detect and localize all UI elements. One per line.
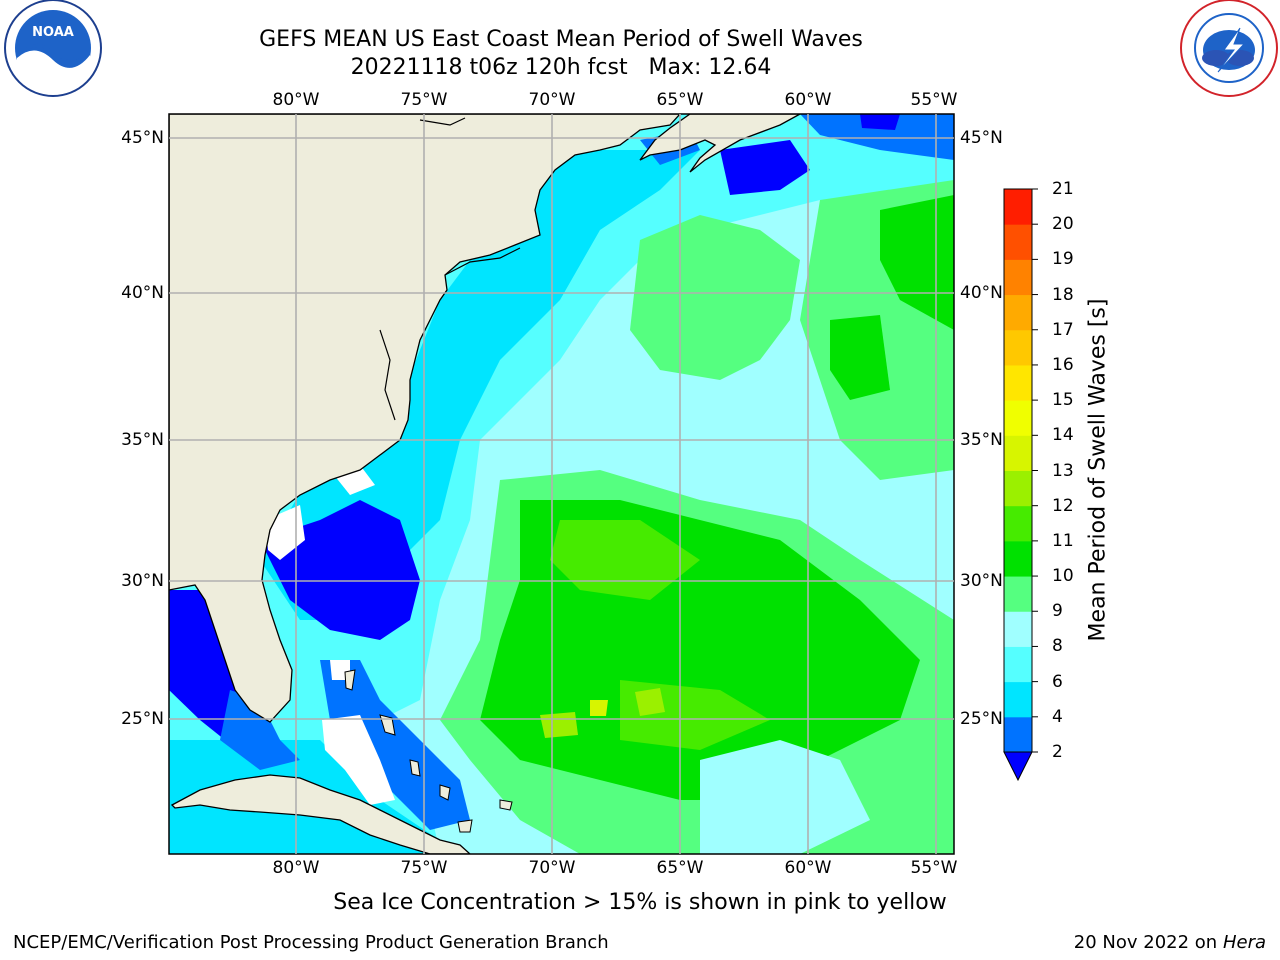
colorbar bbox=[1003, 188, 1038, 782]
colorbar-tick-label: 2 bbox=[1052, 742, 1063, 762]
footer-machine: Hera bbox=[1222, 932, 1266, 953]
lat-label-right-25n: 25°N bbox=[960, 709, 1003, 729]
lon-label-bottom-75w: 75°W bbox=[400, 858, 448, 878]
lon-label-top-65w: 65°W bbox=[656, 90, 704, 110]
colorbar-segment bbox=[1004, 294, 1032, 331]
lat-label-left-45n: 45°N bbox=[121, 128, 164, 148]
nws-logo bbox=[1180, 0, 1278, 97]
colorbar-extend-min bbox=[1003, 751, 1033, 782]
colorbar-tick-label: 9 bbox=[1052, 601, 1063, 622]
colorbar-tick-label: 15 bbox=[1052, 390, 1074, 411]
lat-label-right-40n: 40°N bbox=[960, 283, 1003, 303]
lon-label-bottom-80w: 80°W bbox=[272, 858, 320, 878]
colorbar-tick-label: 8 bbox=[1052, 636, 1063, 657]
colorbar-segment bbox=[1004, 611, 1032, 647]
colorbar-tick-label: 17 bbox=[1052, 319, 1074, 340]
colorbar-tick-label: 16 bbox=[1052, 354, 1074, 375]
lon-label-bottom-60w: 60°W bbox=[784, 858, 832, 878]
colorbar-tick-label: 21 bbox=[1052, 179, 1074, 199]
lon-label-top-60w: 60°W bbox=[784, 90, 832, 110]
colorbar-segment bbox=[1004, 540, 1032, 577]
colorbar-segment bbox=[1004, 189, 1032, 225]
colorbar-tick-label: 4 bbox=[1052, 706, 1063, 727]
lat-label-right-35n: 35°N bbox=[960, 430, 1003, 450]
footer-credit: NCEP/EMC/Verification Post Processing Pr… bbox=[13, 932, 609, 953]
title-line1: GEFS MEAN US East Coast Mean Period of S… bbox=[259, 27, 863, 52]
colorbar-tick-label: 14 bbox=[1052, 425, 1074, 446]
colorbar-tick-label: 19 bbox=[1052, 249, 1074, 270]
colorbar-segment bbox=[1004, 400, 1032, 436]
colorbar-segment bbox=[1004, 435, 1032, 471]
colorbar-segment bbox=[1004, 259, 1032, 296]
noaa-logo: NOAA bbox=[4, 0, 102, 97]
lon-label-bottom-55w: 55°W bbox=[910, 858, 958, 878]
lat-label-right-30n: 30°N bbox=[960, 571, 1003, 591]
map-frame bbox=[168, 113, 955, 855]
colorbar-tick-label: 20 bbox=[1052, 214, 1074, 235]
chart-title: GEFS MEAN US East Coast Mean Period of S… bbox=[0, 26, 1122, 82]
colorbar-segment bbox=[1004, 505, 1032, 542]
colorbar-title: Mean Period of Swell Waves [s] bbox=[1085, 298, 1111, 642]
lat-label-left-40n: 40°N bbox=[121, 283, 164, 303]
colorbar-segment bbox=[1004, 646, 1032, 683]
lon-label-top-80w: 80°W bbox=[272, 90, 320, 110]
colorbar-tick-label: 12 bbox=[1052, 495, 1074, 516]
lat-label-left-35n: 35°N bbox=[121, 430, 164, 450]
lon-label-top-75w: 75°W bbox=[400, 90, 448, 110]
footer-date: 20 Nov 2022 on Hera bbox=[1074, 932, 1266, 953]
colorbar-tick-label: 13 bbox=[1052, 460, 1074, 481]
lat-label-right-45n: 45°N bbox=[960, 128, 1003, 148]
colorbar-segment bbox=[1004, 329, 1032, 366]
sea-ice-note: Sea Ice Concentration > 15% is shown in … bbox=[0, 890, 1280, 915]
colorbar-segment bbox=[1004, 470, 1032, 507]
map-grid bbox=[169, 114, 954, 854]
colorbar-segment bbox=[1004, 716, 1032, 753]
footer-date-text: 20 Nov 2022 on bbox=[1073, 932, 1218, 953]
noaa-logo-text: NOAA bbox=[32, 25, 74, 40]
land-cuba bbox=[170, 774, 471, 854]
colorbar-segment bbox=[1004, 576, 1032, 612]
colorbar-tick-label: 6 bbox=[1052, 671, 1063, 692]
colorbar-tick-label: 10 bbox=[1052, 566, 1074, 587]
lon-label-top-55w: 55°W bbox=[910, 90, 958, 110]
lat-label-left-25n: 25°N bbox=[121, 709, 164, 729]
lon-label-bottom-70w: 70°W bbox=[528, 858, 576, 878]
colorbar-tick-label: 11 bbox=[1052, 530, 1074, 551]
lon-label-bottom-65w: 65°W bbox=[656, 858, 704, 878]
colorbar-segment bbox=[1004, 224, 1032, 260]
swell-period-field bbox=[169, 114, 954, 854]
colorbar-segment bbox=[1004, 681, 1032, 718]
colorbar-tick-label: 18 bbox=[1052, 284, 1074, 305]
lon-label-top-70w: 70°W bbox=[528, 90, 576, 110]
title-line2: 20221118 t06z 120h fcst Max: 12.64 bbox=[350, 55, 772, 80]
sea-ice-note-text: Sea Ice Concentration > 15% is shown in … bbox=[333, 890, 947, 915]
lat-label-left-30n: 30°N bbox=[121, 571, 164, 591]
colorbar-segment bbox=[1004, 364, 1032, 401]
